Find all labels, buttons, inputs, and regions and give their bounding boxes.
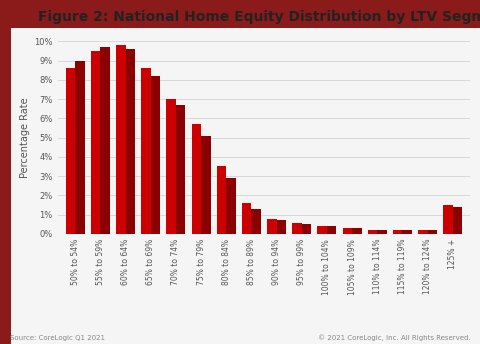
Bar xyxy=(116,45,126,234)
Bar xyxy=(167,99,176,234)
Bar xyxy=(176,105,185,234)
Bar xyxy=(368,230,377,234)
Bar xyxy=(402,230,412,234)
Bar xyxy=(242,203,252,234)
Text: Figure 2: National Home Equity Distribution by LTV Segment: Figure 2: National Home Equity Distribut… xyxy=(38,10,480,24)
Bar xyxy=(151,76,160,234)
Bar xyxy=(141,68,151,234)
Bar xyxy=(317,226,327,234)
Bar xyxy=(352,228,361,234)
Bar xyxy=(428,230,437,234)
Text: Source: CoreLogic Q1 2021: Source: CoreLogic Q1 2021 xyxy=(10,335,105,341)
Bar xyxy=(302,224,312,234)
Bar xyxy=(453,207,462,234)
Bar xyxy=(91,51,100,234)
Text: © 2021 CoreLogic, Inc. All Rights Reserved.: © 2021 CoreLogic, Inc. All Rights Reserv… xyxy=(318,334,470,341)
Bar xyxy=(126,49,135,234)
Bar xyxy=(267,218,276,234)
Bar xyxy=(201,136,211,234)
Bar xyxy=(75,61,85,234)
Bar xyxy=(216,166,226,234)
Bar xyxy=(292,223,302,234)
Bar xyxy=(226,178,236,234)
Bar xyxy=(377,230,387,234)
Bar xyxy=(276,221,286,234)
Bar xyxy=(252,209,261,234)
Bar xyxy=(100,47,110,234)
Bar xyxy=(418,230,428,234)
Bar xyxy=(443,205,453,234)
Bar xyxy=(327,226,336,234)
Bar xyxy=(66,68,75,234)
Bar xyxy=(192,124,201,234)
Y-axis label: Percentage Rate: Percentage Rate xyxy=(20,97,30,178)
Bar xyxy=(343,228,352,234)
Bar xyxy=(393,230,402,234)
